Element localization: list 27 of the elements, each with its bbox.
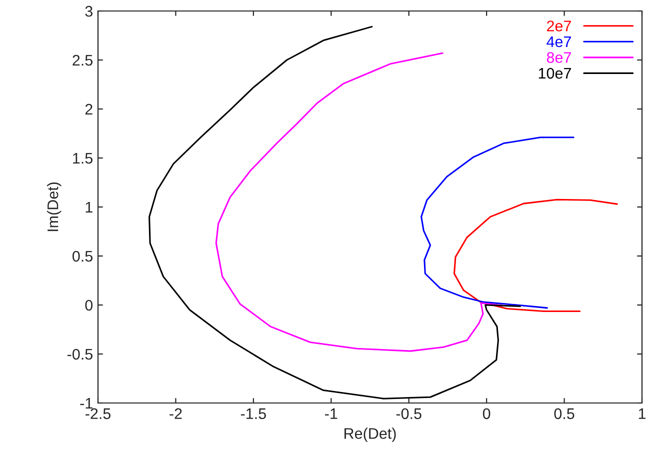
y-tick-label: 3 [85, 6, 92, 17]
y-tick-label: -1 [80, 398, 92, 409]
x-tick-label: 0.5 [554, 408, 574, 420]
line-series [215, 52, 503, 352]
x-tick-label: -1 [325, 408, 338, 419]
x-axis-title: Re(Det) [344, 428, 396, 442]
line-series [453, 198, 618, 312]
x-tick-label: 0 [482, 408, 490, 420]
y-tick-label: 1 [86, 202, 92, 213]
y-axis-title: Im(Det) [47, 182, 62, 232]
y-tick-label: 2 [85, 104, 92, 115]
x-tick-label: -0.5 [396, 408, 422, 420]
y-tick-label: 1.5 [73, 153, 92, 164]
legend-label: 4e7 [546, 36, 571, 48]
x-tick-label: -1.5 [240, 408, 266, 420]
line-series [420, 136, 574, 309]
y-tick-label: 2.5 [72, 54, 92, 66]
legend-label: 8e7 [546, 52, 571, 63]
y-tick-label: -0.5 [67, 348, 92, 360]
y-tick-label: 0 [85, 300, 93, 311]
legend-label: 2e7 [547, 20, 571, 32]
y-tick-label: 0.5 [72, 250, 92, 262]
line-series [148, 26, 522, 400]
x-tick-label: -2 [170, 408, 182, 419]
legend-label: 10e7 [538, 68, 571, 79]
x-tick-label: 1 [638, 408, 646, 419]
x-tick-label: -2.5 [86, 408, 111, 420]
